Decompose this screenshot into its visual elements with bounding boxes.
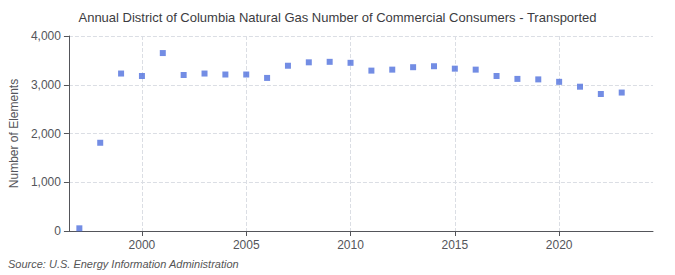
svg-text:2,000: 2,000 xyxy=(31,127,61,141)
svg-text:3,000: 3,000 xyxy=(31,78,61,92)
svg-text:Number of Elements: Number of Elements xyxy=(7,79,21,188)
svg-text:Source: U.S. Energy Informatio: Source: U.S. Energy Information Administ… xyxy=(8,258,239,270)
svg-text:2005: 2005 xyxy=(233,238,260,252)
svg-text:Annual District of Columbia Na: Annual District of Columbia Natural Gas … xyxy=(78,10,596,25)
svg-text:2010: 2010 xyxy=(337,238,364,252)
svg-text:2000: 2000 xyxy=(129,238,156,252)
svg-text:1,000: 1,000 xyxy=(31,175,61,189)
svg-text:2020: 2020 xyxy=(546,238,573,252)
svg-text:0: 0 xyxy=(54,224,61,238)
svg-text:2015: 2015 xyxy=(441,238,468,252)
svg-text:4,000: 4,000 xyxy=(31,29,61,43)
